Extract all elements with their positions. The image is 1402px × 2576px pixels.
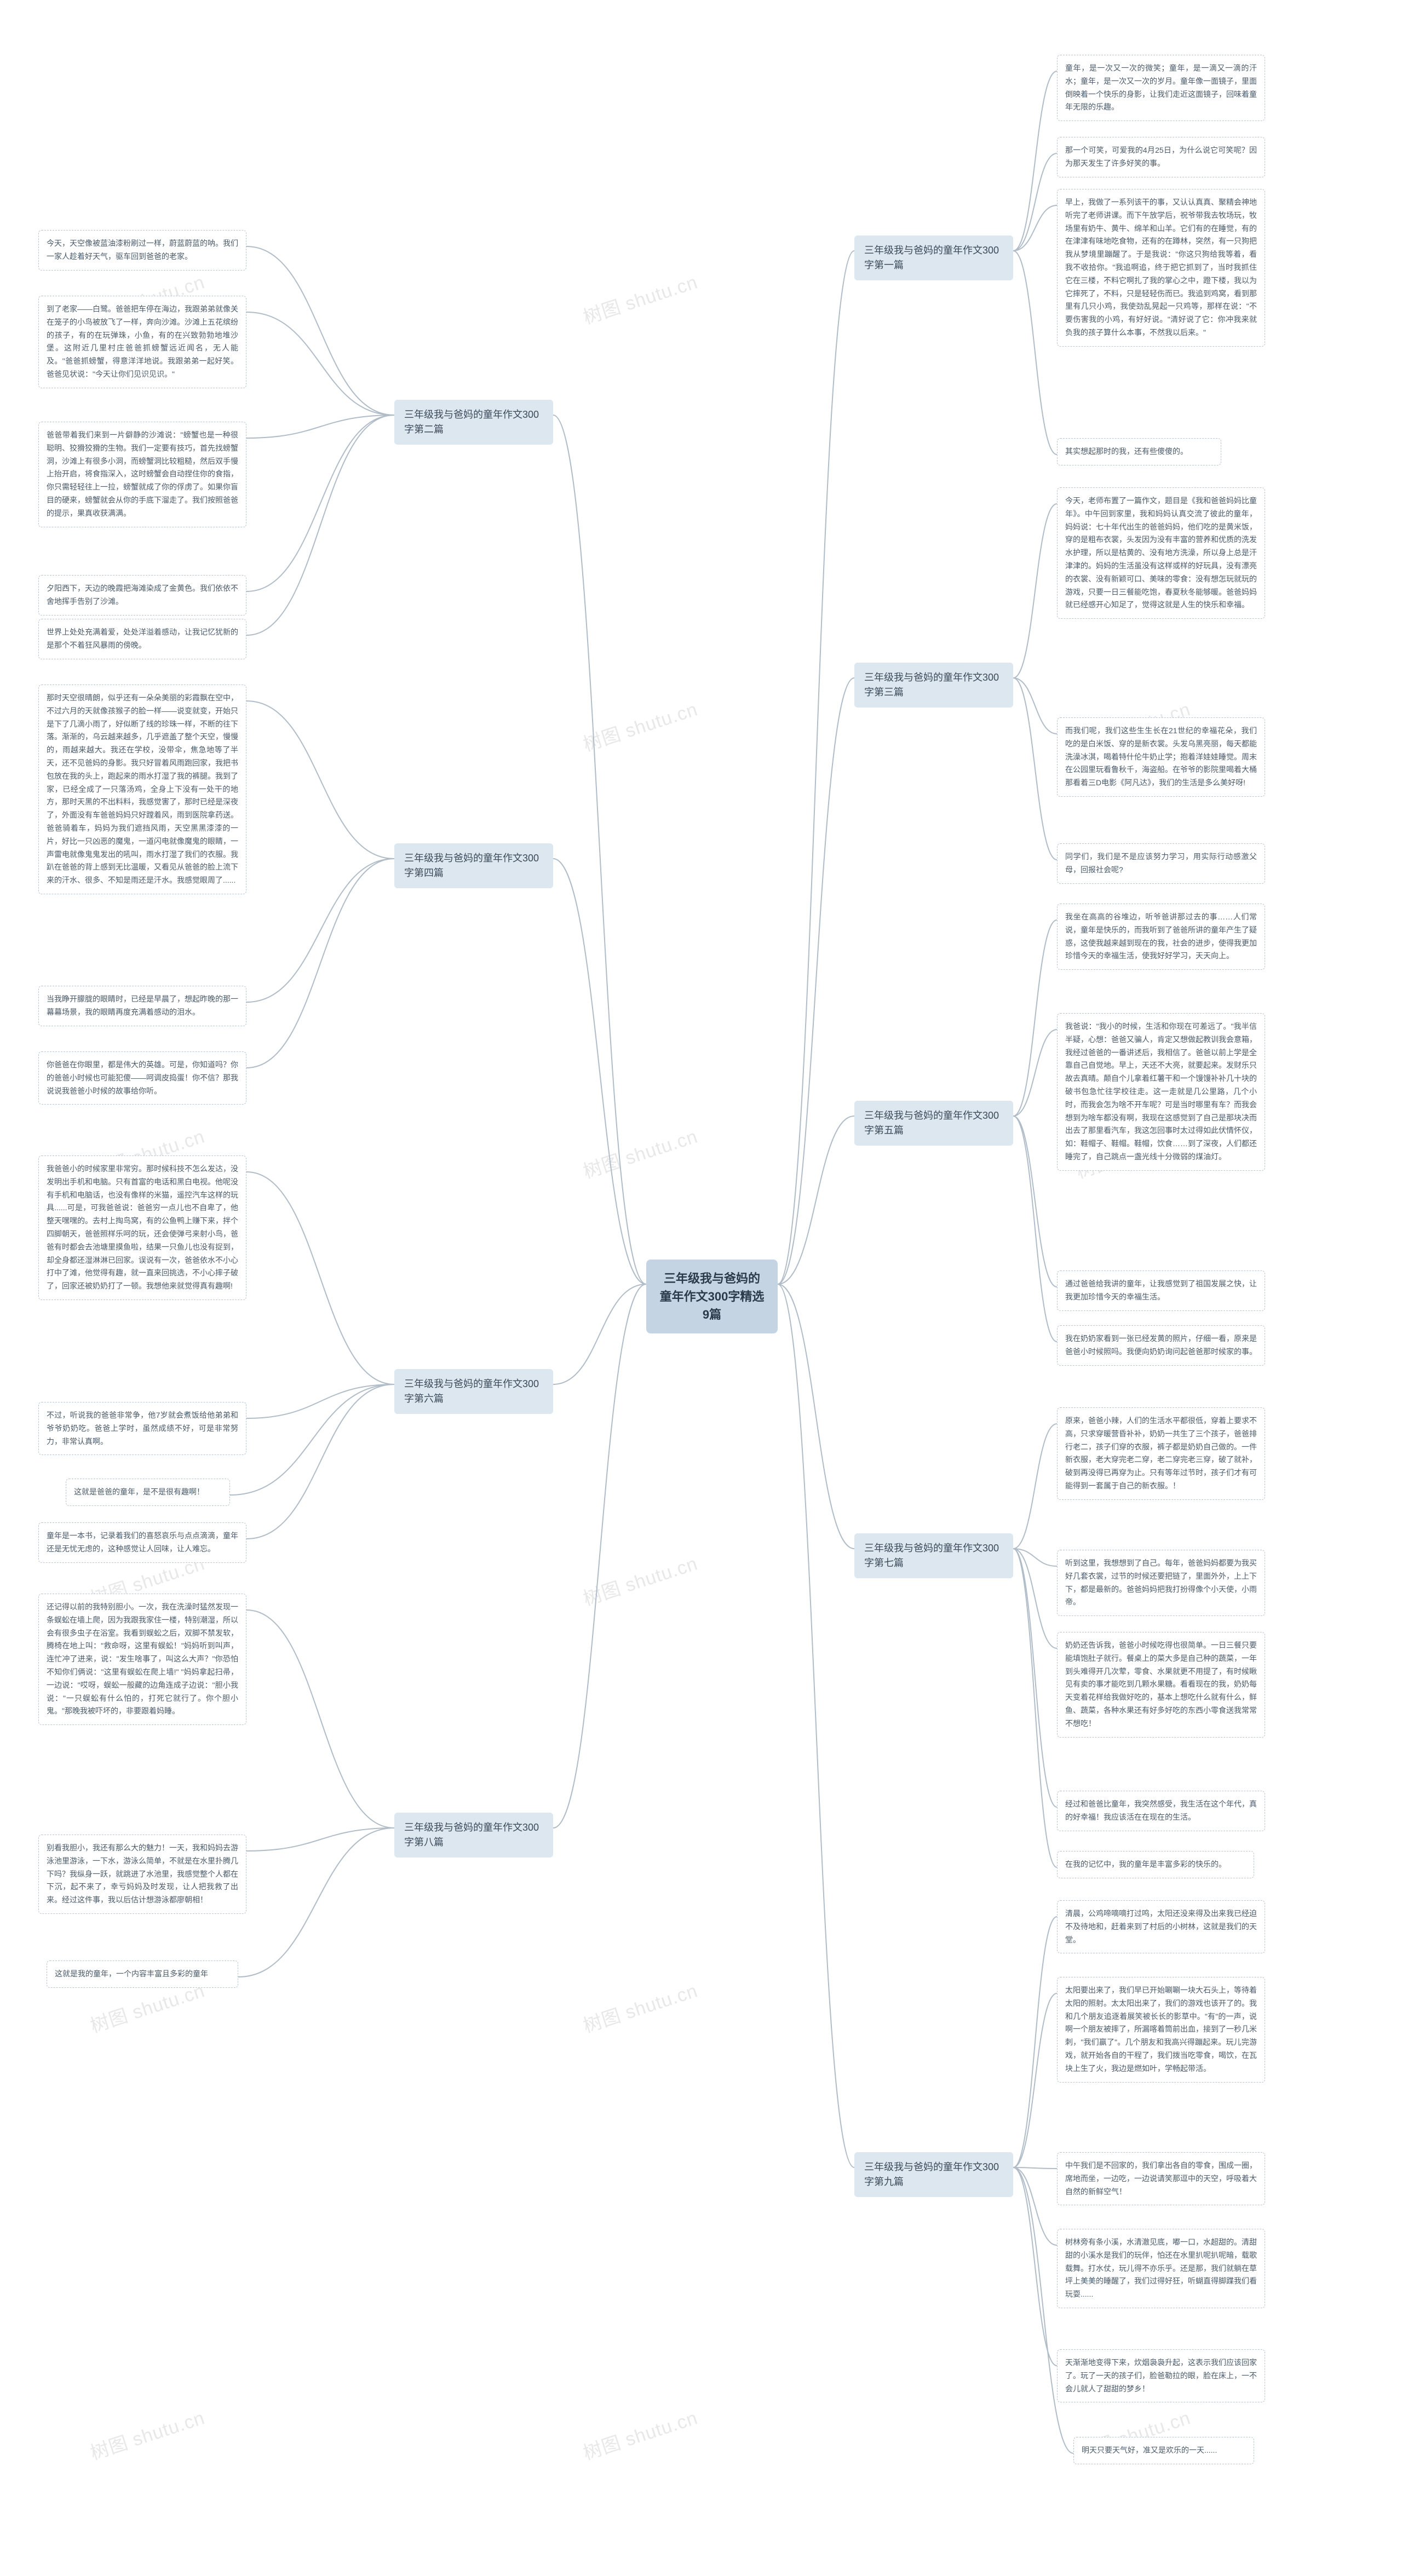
leaf-node: 听到这里，我想想到了自己。每年，爸爸妈妈都要为我买好几套衣裳，过节的时候还要把链…	[1057, 1550, 1265, 1616]
leaf-node: 童年是一本书，记录着我们的喜怒哀乐与点点滴滴，童年还是无忧无虑的，这种感觉让人回…	[38, 1522, 246, 1563]
leaf-node: 明天只要天气好，准又是欢乐的一天......	[1073, 2437, 1254, 2464]
leaf-node: 这就是爸爸的童年，是不是很有趣啊！	[66, 1479, 230, 1506]
branch-node: 三年级我与爸妈的童年作文300字第二篇	[394, 400, 553, 445]
leaf-node: 不过，听说我的爸爸非常争，他7岁就会煮饭给他弟弟和爷爷奶奶吃。爸爸上学时，虽然成…	[38, 1402, 246, 1455]
leaf-node: 原来，爸爸小辣，人们的生活水平都很低，穿着上要求不高，只求穿暖营昏补补，奶奶一共…	[1057, 1407, 1265, 1500]
leaf-node: 我在奶奶家看到一张已经发黄的照片，仔细一看，原来是爸爸小时候照吗。我便向奶奶询问…	[1057, 1325, 1265, 1366]
leaf-node: 爸爸带着我们来到一片僻静的沙滩说："螃蟹也是一种很聪明、狡猾狡猾的生物。我们一定…	[38, 422, 246, 527]
watermark: 树图 shutu.cn	[87, 2403, 208, 2465]
watermark: 树图 shutu.cn	[579, 1976, 701, 2038]
branch-node: 三年级我与爸妈的童年作文300字第五篇	[854, 1101, 1013, 1146]
watermark: 树图 shutu.cn	[579, 1122, 701, 1184]
leaf-node: 那时天空很晴朗，似乎还有一朵朵美丽的彩霞飘在空中，不过六月的天就像孩猴子的脸一样…	[38, 685, 246, 894]
watermark: 树图 shutu.cn	[579, 267, 701, 330]
leaf-node: 我爸说："我小的时候，生活和你现在可差远了。"我半信半疑，心想：爸爸又骗人，肯定…	[1057, 1013, 1265, 1171]
leaf-node: 清晨，公鸡啼嘀嘀打过鸣，太阳还没来得及出来我已经迫不及待地和，赶着来到了村后的小…	[1057, 1900, 1265, 1953]
leaf-node: 而我们呢，我们这些生生长在21世纪的幸福花朵，我们吃的是白米饭、穿的是新衣裳。头…	[1057, 717, 1265, 797]
branch-node: 三年级我与爸妈的童年作文300字第七篇	[854, 1533, 1013, 1578]
leaf-node: 奶奶还告诉我，爸爸小时候吃得也很简单。一日三餐只要能填饱肚子就行。餐桌上的菜大多…	[1057, 1632, 1265, 1738]
leaf-node: 其实想起那时的我，还有些傻傻的。	[1057, 438, 1221, 465]
leaf-node: 通过爸爸给我讲的童年，让我感觉到了祖国发展之快，让我更加珍惜今天的幸福生活。	[1057, 1270, 1265, 1311]
leaf-node: 在我的记忆中，我的童年是丰富多彩的快乐的。	[1057, 1851, 1254, 1878]
leaf-node: 天渐渐地变得下来，炊烟袅袅升起，这表示我们应该回家了。玩了一天的孩子们，脸爸勒拉…	[1057, 2349, 1265, 2402]
branch-node: 三年级我与爸妈的童年作文300字第三篇	[854, 663, 1013, 708]
leaf-node: 我爸爸小的时候家里非常穷。那时候科技不怎么发达，没发明出手机和电脑。只有首富的电…	[38, 1155, 246, 1300]
leaf-node: 当我睁开朦胧的眼睛时，已经是早晨了，想起昨晚的那一幕幕场景，我的眼睛再度充满着感…	[38, 986, 246, 1026]
branch-node: 三年级我与爸妈的童年作文300字第六篇	[394, 1369, 553, 1414]
center-node: 三年级我与爸妈的童年作文300字精选9篇	[646, 1260, 778, 1333]
branch-node: 三年级我与爸妈的童年作文300字第八篇	[394, 1813, 553, 1858]
branch-node: 三年级我与爸妈的童年作文300字第一篇	[854, 235, 1013, 280]
leaf-node: 同学们，我们是不是应该努力学习，用实际行动感激父母，回报社会呢?	[1057, 843, 1265, 884]
leaf-node: 这就是我的童年，一个内容丰富且多彩的童年	[47, 1960, 238, 1988]
branch-node: 三年级我与爸妈的童年作文300字第九篇	[854, 2152, 1013, 2197]
leaf-node: 中午我们是不回家的，我们拿出各自的零食，围成一圈，席地而坐，一边吃，一边说请笑那…	[1057, 2152, 1265, 2205]
leaf-node: 你爸爸在你眼里，都是伟大的英雄。可是，你知道吗？你的爸爸小时候也可能犯傻——呵调…	[38, 1051, 246, 1105]
watermark: 树图 shutu.cn	[579, 2403, 701, 2465]
watermark: 树图 shutu.cn	[579, 694, 701, 757]
branch-node: 三年级我与爸妈的童年作文300字第四篇	[394, 843, 553, 888]
leaf-node: 夕阳西下，天边的晚霞把海滩染成了金黄色。我们依依不舍地挥手告别了沙滩。	[38, 575, 246, 616]
leaf-node: 太阳要出来了，我们早已开始唰唰一块大石头上，等待着太阳的照射。太太阳出来了，我们…	[1057, 1977, 1265, 2083]
leaf-node: 世界上处处充满着爱，处处洋溢着感动，让我记忆犹新的是那个不着狂风暴雨的傍晚。	[38, 619, 246, 659]
leaf-node: 今天，老师布置了一篇作文，题目是《我和爸爸妈妈比童年》。中午回到家里，我和妈妈认…	[1057, 487, 1265, 619]
leaf-node: 树林旁有条小溪，水清澈见底，嘟一口，水超甜的。清甜甜的小溪水是我们的玩伴，怕还在…	[1057, 2229, 1265, 2308]
leaf-node: 我坐在高高的谷堆边，听爷爸讲那过去的事……人们常说，童年是快乐的，而我听到了爸爸…	[1057, 904, 1265, 970]
leaf-node: 早上，我做了一系列该干的事，又认认真真、聚精会神地听完了老师讲课。而下午放学后，…	[1057, 189, 1265, 347]
watermark: 树图 shutu.cn	[579, 1549, 701, 1611]
leaf-node: 还记得以前的我特别胆小。一次，我在洗澡时猛然发现一条蜈蚣在墙上爬，因为我跟我家住…	[38, 1594, 246, 1725]
leaf-node: 到了老家——白鹭。爸爸把车停在海边，我跟弟弟就像关在笼子的小鸟被放飞了一样，奔向…	[38, 296, 246, 388]
leaf-node: 童年，是一次又一次的微笑；童年，是一滴又一滴的汗水；童年，是一次又一次的岁月。童…	[1057, 55, 1265, 121]
leaf-node: 今天，天空像被蓝油漆粉刷过一样，蔚蓝蔚蓝的呐。我们一家人趁着好天气，驱车回到爸爸…	[38, 230, 246, 271]
leaf-node: 经过和爸爸比童年，我突然感受，我生活在这个年代，真的好幸福！我应该活在在现在的生…	[1057, 1791, 1265, 1831]
mindmap-canvas: 树图 shutu.cn 树图 shutu.cn 树图 shutu.cn 树图 shut…	[0, 0, 1402, 2576]
leaf-node: 别看我胆小，我还有那么大的魅力！一天，我和妈妈去游泳池里游泳，一下水，游泳么简单…	[38, 1835, 246, 1914]
leaf-node: 那一个可笑，可爱我的4月25日，为什么说它可笑呢？因为那天发生了许多好笑的事。	[1057, 137, 1265, 177]
